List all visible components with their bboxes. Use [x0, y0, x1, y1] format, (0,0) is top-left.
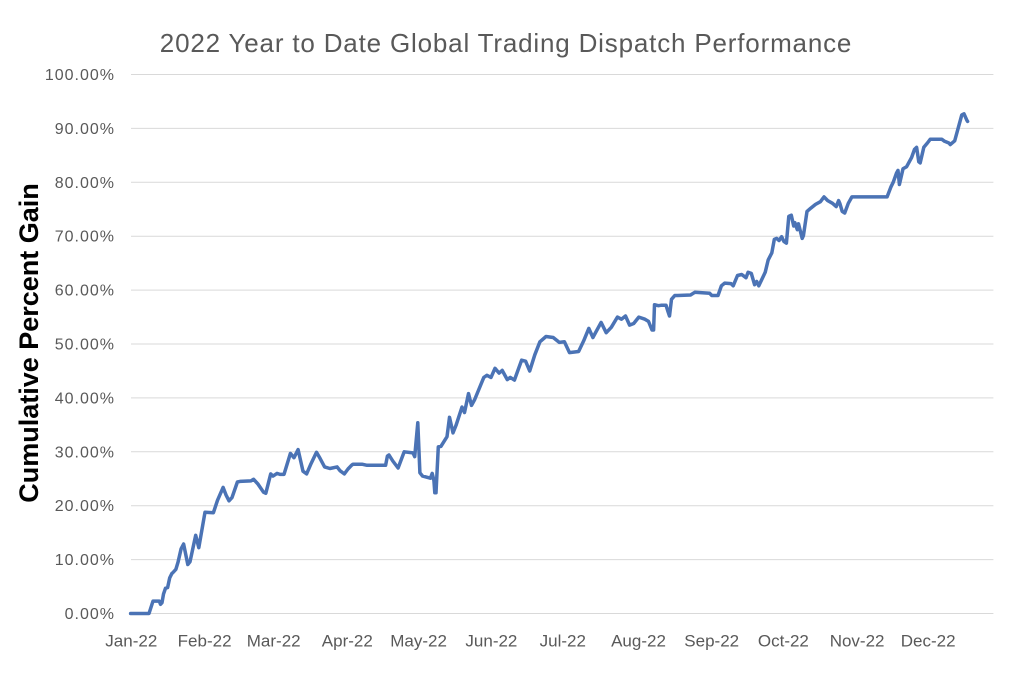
svg-text:40.00%: 40.00% [55, 390, 115, 407]
svg-text:Aug-22: Aug-22 [611, 632, 666, 651]
svg-text:90.00%: 90.00% [55, 121, 115, 138]
svg-text:Jan-22: Jan-22 [105, 632, 157, 651]
svg-text:0.00%: 0.00% [65, 606, 115, 623]
svg-text:Jul-22: Jul-22 [540, 632, 586, 651]
svg-text:30.00%: 30.00% [55, 444, 115, 461]
svg-text:Dec-22: Dec-22 [901, 632, 956, 651]
svg-text:Mar-22: Mar-22 [247, 632, 301, 651]
svg-text:10.00%: 10.00% [55, 552, 115, 569]
svg-text:2022 Year to Date Global Tradi: 2022 Year to Date Global Trading Dispatc… [160, 28, 852, 58]
svg-text:Nov-22: Nov-22 [830, 632, 885, 651]
svg-text:60.00%: 60.00% [55, 283, 115, 300]
svg-text:50.00%: 50.00% [55, 337, 115, 354]
svg-text:Jun-22: Jun-22 [465, 632, 517, 651]
svg-text:20.00%: 20.00% [55, 498, 115, 515]
svg-text:Apr-22: Apr-22 [322, 632, 373, 651]
svg-text:Feb-22: Feb-22 [178, 632, 232, 651]
svg-text:Sep-22: Sep-22 [684, 632, 739, 651]
svg-text:100.00%: 100.00% [45, 67, 115, 84]
svg-text:May-22: May-22 [390, 632, 447, 651]
svg-text:Oct-22: Oct-22 [758, 632, 809, 651]
svg-text:80.00%: 80.00% [55, 175, 115, 192]
svg-text:Cumulative Percent Gain: Cumulative Percent Gain [14, 183, 44, 503]
svg-text:70.00%: 70.00% [55, 229, 115, 246]
